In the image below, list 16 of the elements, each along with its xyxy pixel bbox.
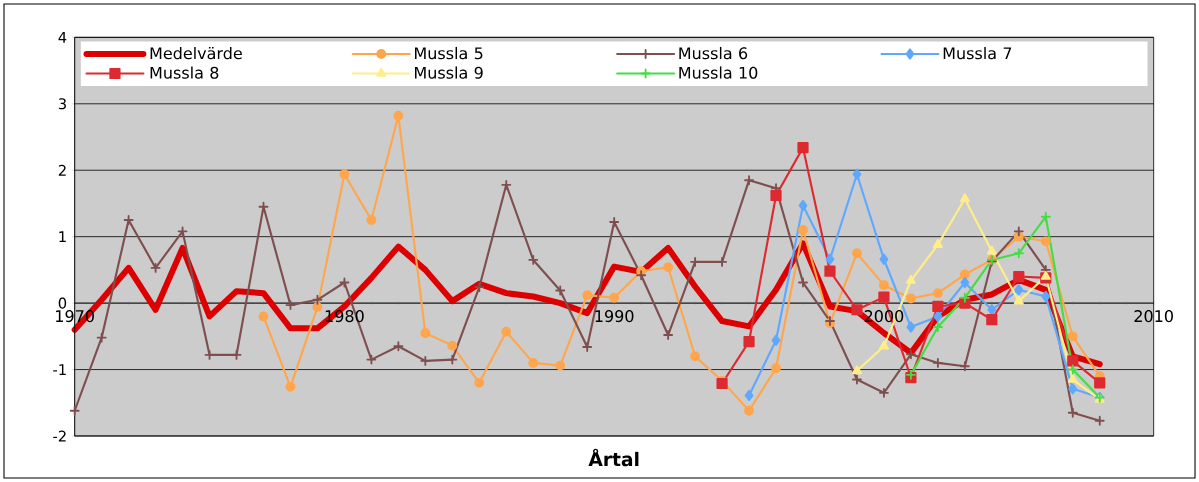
y-tick-label: 4 — [58, 32, 67, 43]
legend-label: Mussla 7 — [943, 46, 1012, 60]
legend-label: Mussla 6 — [679, 46, 748, 60]
legend-label: Medelvärde — [150, 46, 242, 60]
y-tick-label: -1 — [53, 364, 66, 375]
legend-label: Mussla 8 — [150, 66, 219, 79]
legend-label: Mussla 9 — [415, 66, 483, 79]
legend-label: Mussla 10 — [679, 66, 758, 79]
y-tick-label: 1 — [59, 231, 66, 243]
x-axis-title: Årtal — [588, 448, 639, 467]
legend-label: Mussla 5 — [415, 46, 483, 60]
y-tick-label: 3 — [58, 98, 66, 110]
y-tick-label: 0 — [58, 297, 67, 309]
x-tick-label: 1990 — [595, 310, 634, 323]
y-tick-label: -2 — [53, 430, 66, 442]
y-tick-label: 2 — [58, 164, 66, 176]
